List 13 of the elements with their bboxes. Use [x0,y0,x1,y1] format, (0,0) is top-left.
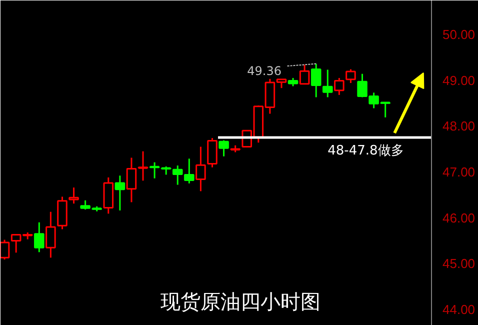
y-tick-label: 45.00 [442,256,476,272]
y-tick-label: 46.00 [442,210,476,226]
text: 现货原油四小时图 [160,290,320,314]
candlestick [126,156,137,203]
candlestick [196,146,206,192]
y-tick-label: 47.00 [442,164,476,180]
annotation: 49.36 [247,64,282,78]
y-tick-label: 49.00 [442,72,476,88]
y-tick-label: 50.00 [442,26,476,42]
candlestick [46,211,56,258]
ref-line-label: 48-47.8做多 [328,144,404,159]
y-tick-label: 44.00 [442,302,476,317]
y-tick-label: 48.00 [442,118,476,134]
